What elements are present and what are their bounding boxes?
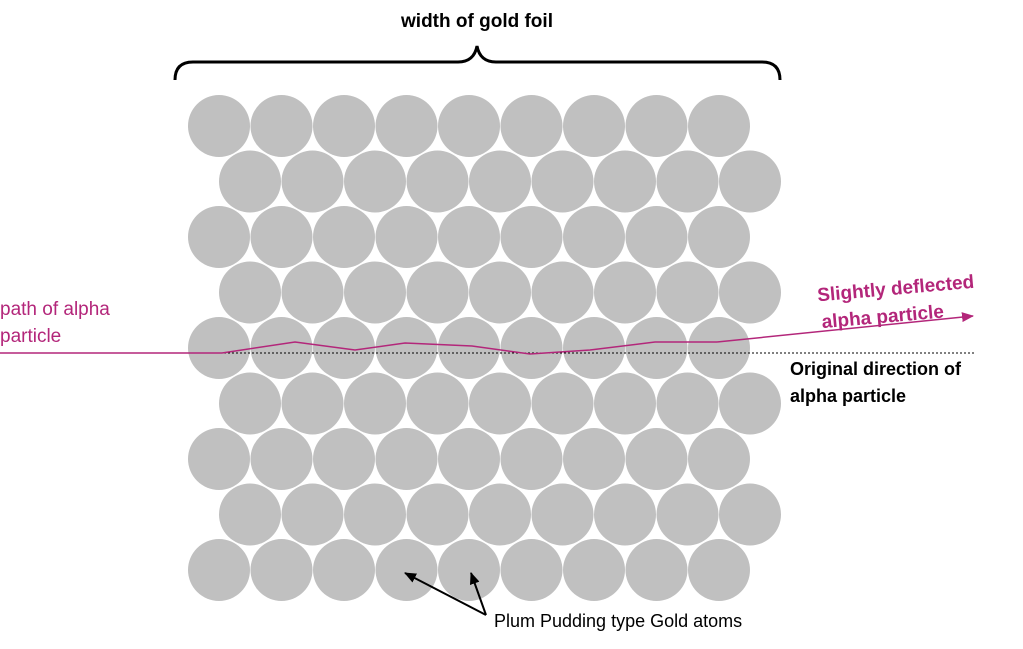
gold-atom [594,261,656,324]
gold-atom [281,372,344,435]
gold-atom [375,428,438,490]
gold-atom [219,150,281,213]
gold-atom [563,317,625,379]
gold-atom [313,539,375,601]
gold-atom [406,372,469,435]
gold-atom [250,317,313,379]
gold-atom [688,428,750,490]
gold-atom [531,372,594,435]
gold-atom [625,95,688,157]
gold-atom [188,317,250,379]
original-label-line1: Original direction of [790,359,962,379]
gold-atom [375,539,438,601]
gold-atom [438,539,500,601]
gold-atom [188,95,250,157]
gold-atom [344,372,406,435]
gold-atom [563,95,625,157]
gold-atom [656,483,719,546]
deflected-label-line2: alpha particle [821,302,945,334]
deflected-label: Slightly deflected alpha particle [816,271,982,333]
path-label-line1: path of alpha [0,299,110,320]
gold-atom [281,261,344,324]
gold-atom [594,150,656,213]
gold-atom [719,150,781,213]
gold-atom [656,150,719,213]
path-label-line2: particle [0,326,61,347]
gold-atom [531,261,594,324]
deflected-label-line1: Slightly deflected [816,272,975,307]
gold-atom [469,483,531,546]
gold-atom [250,95,313,157]
gold-atom [188,428,250,490]
gold-atom [406,483,469,546]
gold-atom [406,261,469,324]
gold-atom [531,150,594,213]
gold-atom [469,372,531,435]
gold-atom [594,372,656,435]
gold-atom [250,428,313,490]
atom-pointer-arrow-right [469,572,487,616]
gold-atom [656,261,719,324]
gold-atom [438,428,500,490]
original-label-line2: alpha particle [790,386,906,406]
gold-atom [188,539,250,601]
gold-atom [531,483,594,546]
gold-atom [563,206,625,268]
gold-atom [469,150,531,213]
gold-atom [375,206,438,268]
gold-atom [625,317,688,379]
gold-atom [219,261,281,324]
gold-atom [500,206,563,268]
gold-atom [219,483,281,546]
gold-atom [281,483,344,546]
gold-atom [250,206,313,268]
gold-atom [281,150,344,213]
gold-atom [594,483,656,546]
gold-atom [688,95,750,157]
foil-width-bracket [173,45,782,81]
gold-atom [438,317,500,379]
gold-atom [344,150,406,213]
atom-pointer-arrow-left [404,572,487,616]
gold-atom [625,206,688,268]
gold-atom-lattice [188,95,781,601]
gold-atom [625,539,688,601]
gold-atom [688,317,750,379]
gold-atom [344,261,406,324]
gold-atom [500,317,563,379]
path-of-alpha-label: path of alpha particle [0,299,115,347]
gold-atom [313,206,375,268]
gold-atom [563,539,625,601]
gold-atom [688,206,750,268]
gold-atom [688,539,750,601]
gold-atom [438,206,500,268]
foil-width-label: width of gold foil [400,11,553,32]
gold-atom [406,150,469,213]
gold-atom [375,317,438,379]
gold-atom [469,261,531,324]
gold-atoms-label: Plum Pudding type Gold atoms [494,611,742,631]
alpha-path-through-foil [221,341,717,355]
gold-atom [344,483,406,546]
gold-atom [625,428,688,490]
gold-atom [500,95,563,157]
gold-atom [313,95,375,157]
gold-atom [500,539,563,601]
deflected-alpha-path [716,312,974,343]
gold-atom [656,372,719,435]
gold-atom [719,261,781,324]
original-direction-label: Original direction of alpha particle [790,359,966,406]
gold-atom [719,372,781,435]
gold-atom [500,428,563,490]
gold-atom [188,206,250,268]
gold-atom [250,539,313,601]
gold-atom [219,372,281,435]
gold-atom [719,483,781,546]
gold-atom [375,95,438,157]
gold-atom [438,95,500,157]
gold-atom [313,428,375,490]
gold-atom [563,428,625,490]
